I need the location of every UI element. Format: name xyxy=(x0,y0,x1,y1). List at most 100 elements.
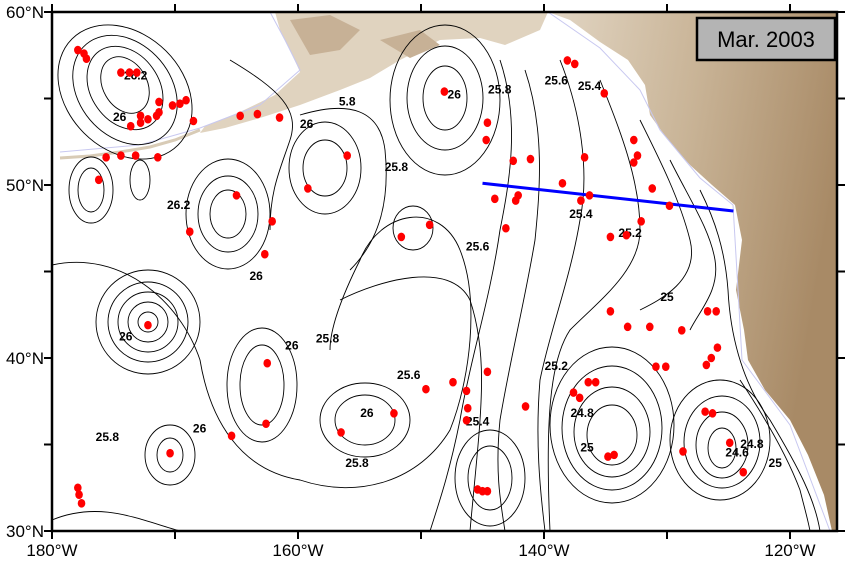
observation-dot xyxy=(463,403,472,413)
observation-dot xyxy=(580,153,589,162)
observation-dot xyxy=(144,114,152,124)
observation-dots xyxy=(74,45,748,508)
observation-dot xyxy=(182,95,190,105)
observation-dot xyxy=(725,438,734,448)
x-tick-label: 140°W xyxy=(518,541,569,560)
observation-dot xyxy=(558,178,567,188)
contour-label: 25.8 xyxy=(488,82,512,96)
observation-dot xyxy=(584,377,593,387)
observation-dot xyxy=(713,343,722,352)
y-tick-label: 40°N xyxy=(6,349,44,368)
observation-dot xyxy=(74,483,82,493)
observation-dot xyxy=(253,109,262,119)
observation-dot xyxy=(623,322,632,332)
contour-label: 25.6 xyxy=(397,368,421,382)
contour-label: 24.8 xyxy=(570,406,594,420)
observation-dot xyxy=(739,467,748,477)
contour-label: 25.8 xyxy=(96,430,120,444)
map-title: Mar. 2003 xyxy=(717,27,815,52)
observation-dot xyxy=(337,428,345,437)
contour-label: 25.8 xyxy=(316,331,340,345)
observation-dot xyxy=(514,191,522,200)
observation-dot xyxy=(268,217,276,226)
observation-dot xyxy=(422,384,430,394)
x-tick-label: 120°W xyxy=(764,541,815,560)
observation-dot xyxy=(189,116,198,126)
observation-dot xyxy=(702,360,711,370)
observation-dot xyxy=(117,68,125,77)
observation-dot xyxy=(483,367,492,377)
observation-dot xyxy=(462,386,471,396)
observation-dot xyxy=(136,111,145,121)
observation-dot xyxy=(144,320,152,330)
contour-lines xyxy=(52,24,821,531)
contour-label: 25.8 xyxy=(345,456,369,470)
observation-dot xyxy=(633,151,642,160)
contour-label: 24.8 xyxy=(740,437,764,451)
observation-dot xyxy=(610,450,618,460)
observation-dot xyxy=(74,45,82,55)
contour-label: 26 xyxy=(285,338,299,352)
aleutian-islands xyxy=(59,128,201,160)
contour-label: 25.4 xyxy=(578,79,602,93)
observation-dot xyxy=(397,232,406,242)
observation-dot xyxy=(563,56,572,65)
observation-dot xyxy=(260,249,269,259)
observation-dot xyxy=(591,377,600,387)
contour-label: 5.8 xyxy=(339,94,356,108)
observation-dot xyxy=(425,220,434,230)
observation-dot xyxy=(575,393,584,403)
observation-dot xyxy=(176,99,184,108)
observation-dot xyxy=(236,111,244,121)
y-tick-label: 50°N xyxy=(6,176,44,195)
observation-dot xyxy=(491,194,499,204)
axis-ticks xyxy=(44,4,845,539)
observation-dot xyxy=(509,156,518,166)
contour-label: 26 xyxy=(250,269,264,283)
observation-dot xyxy=(166,448,174,458)
observation-dot xyxy=(645,322,654,332)
observation-dot xyxy=(712,306,720,316)
observation-dot xyxy=(152,111,161,121)
observation-dot xyxy=(577,196,585,205)
observation-dot xyxy=(117,151,125,160)
observation-dot xyxy=(262,419,270,429)
observation-dot xyxy=(707,353,716,363)
observation-dot xyxy=(483,118,492,128)
observation-dot xyxy=(585,191,594,200)
observation-dot xyxy=(708,409,717,418)
observation-dot xyxy=(94,175,103,185)
observation-dot xyxy=(227,431,236,441)
observation-dot xyxy=(600,89,609,98)
observation-dot xyxy=(629,158,638,167)
observation-dot xyxy=(570,59,579,69)
observation-dot xyxy=(679,447,687,456)
observation-dot xyxy=(343,151,352,160)
observation-dot xyxy=(648,184,657,193)
observation-dot xyxy=(136,118,145,128)
observation-dot xyxy=(133,68,141,77)
x-tick-label: 180°W xyxy=(26,541,77,560)
observation-dot xyxy=(82,54,91,64)
y-tick-label: 30°N xyxy=(6,522,44,541)
observation-dot xyxy=(232,191,241,200)
observation-dot xyxy=(185,227,194,237)
contour-labels: 26.25.826262625.825.625.425.826.22625.62… xyxy=(96,68,783,470)
observation-dot xyxy=(703,306,712,316)
observation-dot xyxy=(606,306,615,316)
observation-dot xyxy=(622,230,631,240)
observation-dot xyxy=(606,232,615,242)
land-north-america xyxy=(548,12,837,531)
observation-dot xyxy=(75,490,83,499)
observation-dot xyxy=(502,223,510,233)
observation-dot xyxy=(390,409,398,418)
contour-label: 26 xyxy=(448,88,462,102)
observation-dot xyxy=(677,326,686,335)
observation-dot xyxy=(275,113,284,122)
contour-label: 25 xyxy=(660,290,674,304)
contour-label: 26 xyxy=(193,421,207,435)
observation-dot xyxy=(102,153,110,162)
observation-dot xyxy=(701,407,709,416)
observation-dot xyxy=(569,388,578,397)
